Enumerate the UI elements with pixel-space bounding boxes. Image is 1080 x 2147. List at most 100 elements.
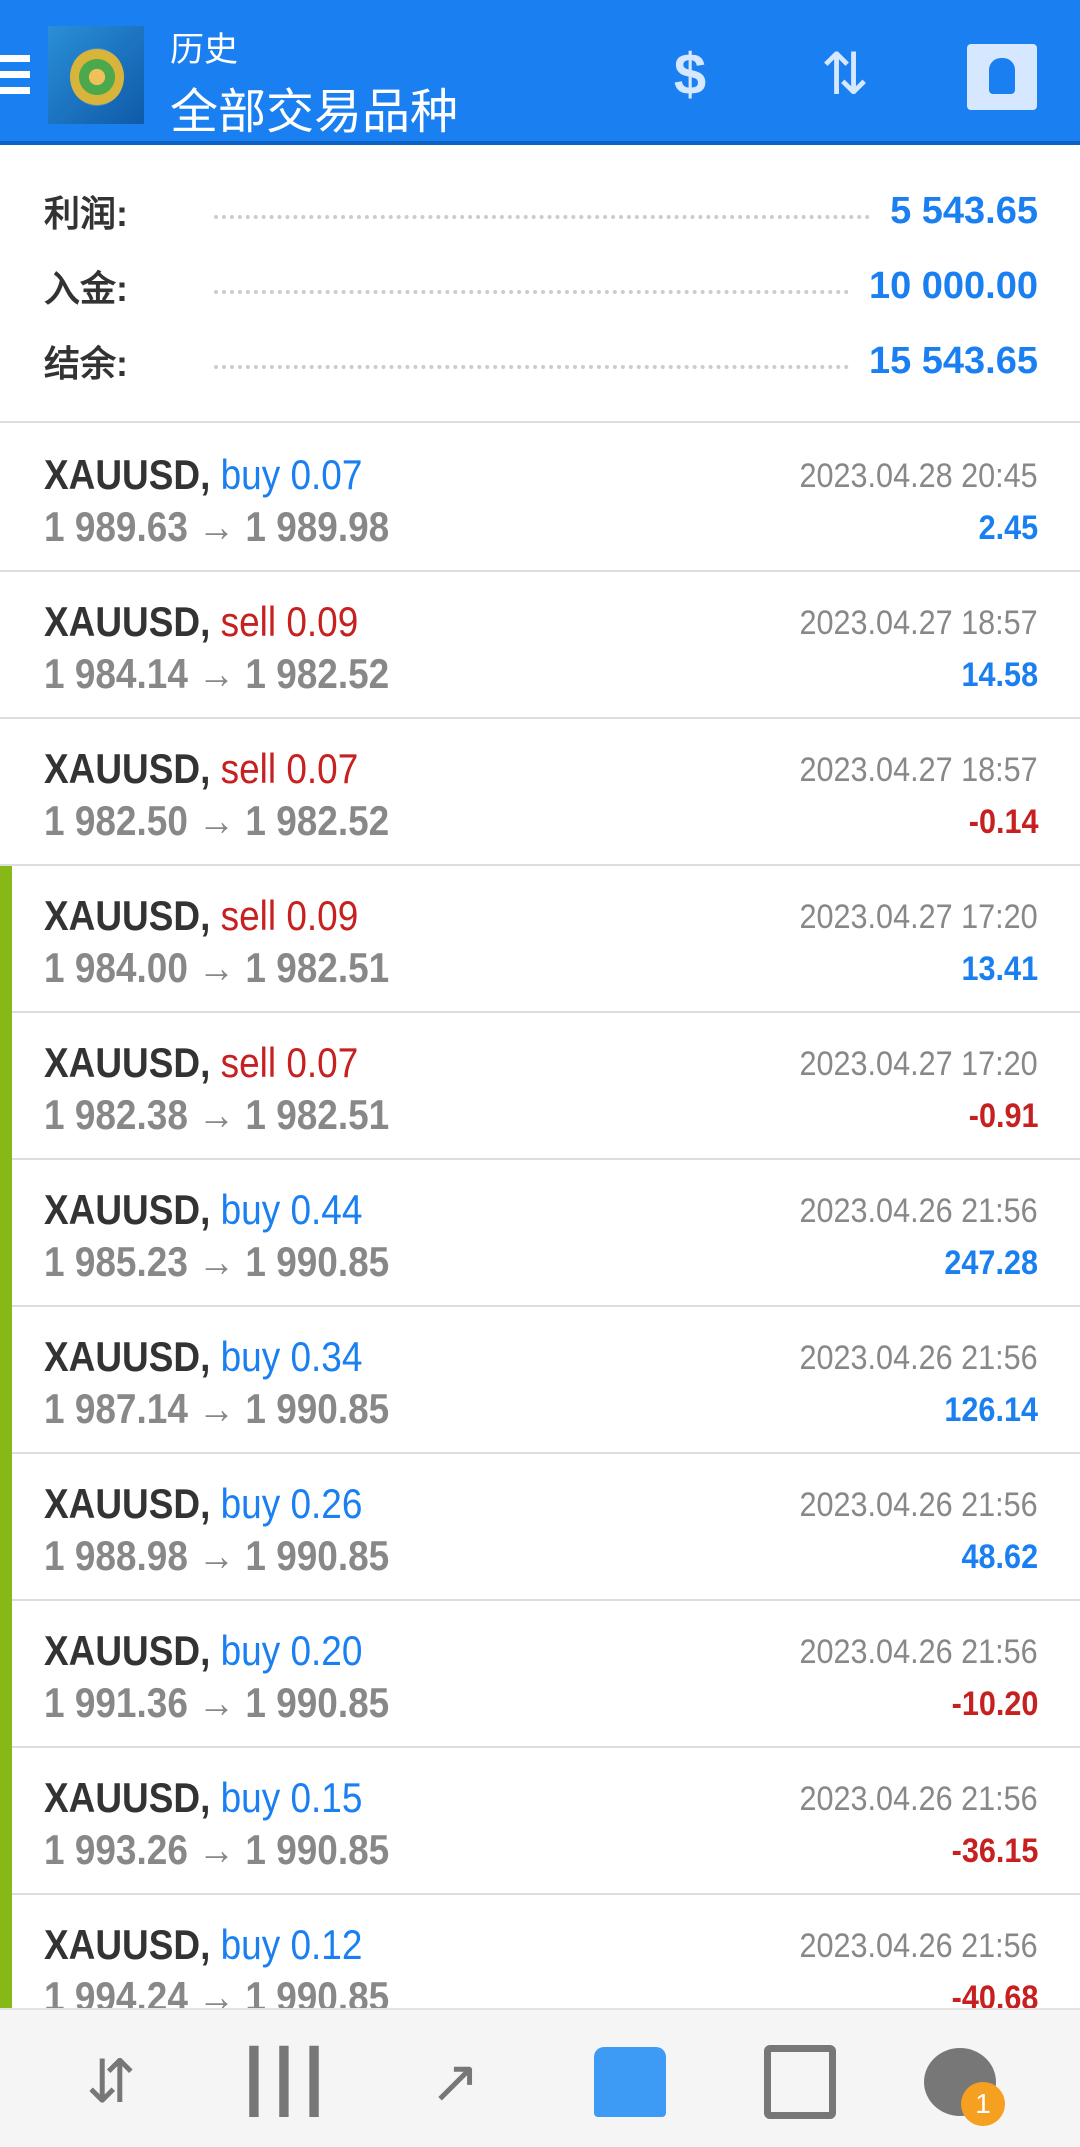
quotes-icon[interactable]: ⇵ — [85, 2048, 137, 2115]
trade-time: 2023.04.26 21:56 — [799, 1633, 1038, 1671]
calendar-user-icon[interactable] — [967, 44, 1037, 110]
trade-title: XAUUSD, buy 0.12 — [44, 1921, 362, 1969]
trade-side: buy 0.26 — [220, 1480, 363, 1527]
trade-time: 2023.04.26 21:56 — [799, 1927, 1038, 1965]
page-title: 历史 — [170, 31, 238, 69]
trade-symbol: XAUUSD, — [44, 745, 211, 792]
trade-side: sell 0.07 — [220, 745, 359, 792]
trade-prices: 1 993.26 → 1 990.85 — [44, 1826, 390, 1873]
trade-symbol: XAUUSD, — [44, 1921, 211, 1968]
trade-profit: -10.20 — [951, 1685, 1038, 1723]
trade-time: 2023.04.27 17:20 — [799, 898, 1038, 936]
trade-time: 2023.04.28 20:45 — [799, 457, 1038, 495]
trade-symbol: XAUUSD, — [44, 598, 211, 645]
trade-prices: 1 985.23 → 1 990.85 — [44, 1238, 390, 1285]
trade-prices: 1 982.50 → 1 982.52 — [44, 797, 390, 844]
trade-row[interactable]: XAUUSD, buy 0.44 1 985.23 → 1 990.85 202… — [0, 1160, 1080, 1307]
trade-time: 2023.04.26 21:56 — [799, 1339, 1038, 1377]
trade-side: buy 0.34 — [220, 1333, 363, 1380]
trade-row[interactable]: XAUUSD, buy 0.34 1 987.14 → 1 990.85 202… — [0, 1307, 1080, 1454]
trade-icon[interactable]: ↗ — [429, 2048, 481, 2115]
trade-profit: -0.91 — [968, 1097, 1038, 1135]
trade-side: buy 0.07 — [220, 451, 363, 498]
trade-profit: 48.62 — [961, 1538, 1038, 1576]
trade-prices: 1 982.38 → 1 982.51 — [44, 1091, 390, 1138]
trade-title: XAUUSD, buy 0.34 — [44, 1333, 362, 1381]
trade-side: buy 0.12 — [220, 1921, 363, 1968]
trade-row[interactable]: XAUUSD, buy 0.07 1 989.63 → 1 989.98 202… — [0, 425, 1080, 572]
trade-row[interactable]: XAUUSD, buy 0.20 1 991.36 → 1 990.85 202… — [0, 1601, 1080, 1748]
sort-icon[interactable]: ⇅ — [820, 42, 870, 107]
summary-label: 结余: — [44, 343, 128, 384]
symbol-filter[interactable]: 全部交易品种 — [170, 86, 459, 139]
trade-row[interactable]: XAUUSD, buy 0.26 1 988.98 → 1 990.85 202… — [0, 1454, 1080, 1601]
trade-side: buy 0.20 — [220, 1627, 363, 1674]
trade-profit: 14.58 — [961, 656, 1038, 694]
trade-symbol: XAUUSD, — [44, 451, 211, 498]
app-header: 历史 全部交易品种 $ ⇅ — [0, 0, 1080, 145]
trade-title: XAUUSD, sell 0.07 — [44, 1039, 358, 1087]
menu-icon[interactable] — [0, 55, 30, 103]
trade-prices: 1 991.36 → 1 990.85 — [44, 1679, 390, 1726]
trade-time: 2023.04.26 21:56 — [799, 1192, 1038, 1230]
trade-title: XAUUSD, buy 0.15 — [44, 1774, 362, 1822]
summary-value: 15 543.65 — [868, 339, 1038, 382]
trade-row[interactable]: XAUUSD, sell 0.07 1 982.38 → 1 982.51 20… — [0, 1013, 1080, 1160]
mt4-logo — [48, 26, 144, 124]
trade-time: 2023.04.26 21:56 — [799, 1780, 1038, 1818]
trade-title: XAUUSD, buy 0.44 — [44, 1186, 362, 1234]
trade-title: XAUUSD, sell 0.09 — [44, 892, 358, 940]
trade-row[interactable]: XAUUSD, sell 0.09 1 984.14 → 1 982.52 20… — [0, 572, 1080, 719]
summary-panel: 利润: 5 543.65 入金: 10 000.00 结余: 15 543.65 — [0, 145, 1080, 423]
trade-prices: 1 987.14 → 1 990.85 — [44, 1385, 390, 1432]
trade-symbol: XAUUSD, — [44, 1186, 211, 1233]
trade-profit: 126.14 — [944, 1391, 1038, 1429]
trade-prices: 1 988.98 → 1 990.85 — [44, 1532, 390, 1579]
trade-side: buy 0.15 — [220, 1774, 363, 1821]
trade-profit: -36.15 — [951, 1832, 1038, 1870]
trade-symbol: XAUUSD, — [44, 892, 211, 939]
trade-title: XAUUSD, buy 0.20 — [44, 1627, 362, 1675]
trade-profit: 247.28 — [944, 1244, 1038, 1282]
chart-icon[interactable]: ┃┃┃ — [235, 2048, 332, 2115]
trade-symbol: XAUUSD, — [44, 1333, 211, 1380]
trade-time: 2023.04.26 21:56 — [799, 1486, 1038, 1524]
trade-symbol: XAUUSD, — [44, 1774, 211, 1821]
trade-title: XAUUSD, sell 0.09 — [44, 598, 358, 646]
trade-row[interactable]: XAUUSD, sell 0.07 1 982.50 → 1 982.52 20… — [0, 719, 1080, 866]
trade-symbol: XAUUSD, — [44, 1627, 211, 1674]
trade-prices: 1 989.63 → 1 989.98 — [44, 503, 390, 550]
trade-symbol: XAUUSD, — [44, 1480, 211, 1527]
summary-profit: 利润: 5 543.65 — [44, 181, 1038, 241]
currency-exchange-icon[interactable]: $ — [673, 42, 707, 107]
trade-symbol: XAUUSD, — [44, 1039, 211, 1086]
trade-prices: 1 984.14 → 1 982.52 — [44, 650, 390, 697]
trade-prices: 1 984.00 → 1 982.51 — [44, 944, 390, 991]
summary-deposit: 入金: 10 000.00 — [44, 256, 1038, 316]
trade-side: sell 0.07 — [220, 1039, 359, 1086]
trade-side: sell 0.09 — [220, 598, 359, 645]
bottom-nav: ⇵ ┃┃┃ ↗ 1 — [0, 2008, 1080, 2147]
trade-side: sell 0.09 — [220, 892, 359, 939]
summary-value: 10 000.00 — [868, 264, 1038, 307]
trade-row[interactable]: XAUUSD, sell 0.09 1 984.00 → 1 982.51 20… — [0, 866, 1080, 1013]
trade-title: XAUUSD, sell 0.07 — [44, 745, 358, 793]
trade-profit: -0.14 — [968, 803, 1038, 841]
history-icon[interactable] — [585, 2042, 675, 2122]
trade-list: XAUUSD, buy 0.07 1 989.63 → 1 989.98 202… — [0, 425, 1080, 2042]
trade-title: XAUUSD, buy 0.26 — [44, 1480, 362, 1528]
news-icon[interactable] — [755, 2042, 845, 2122]
trade-row[interactable]: XAUUSD, buy 0.15 1 993.26 → 1 990.85 202… — [0, 1748, 1080, 1895]
summary-balance: 结余: 15 543.65 — [44, 331, 1038, 391]
trade-side: buy 0.44 — [220, 1186, 363, 1233]
trade-time: 2023.04.27 17:20 — [799, 1045, 1038, 1083]
summary-value: 5 543.65 — [890, 189, 1038, 232]
trade-title: XAUUSD, buy 0.07 — [44, 451, 362, 499]
summary-label: 利润: — [44, 193, 128, 234]
trade-profit: 2.45 — [978, 509, 1038, 547]
trade-time: 2023.04.27 18:57 — [799, 751, 1038, 789]
chat-badge: 1 — [961, 2082, 1005, 2126]
trade-time: 2023.04.27 18:57 — [799, 604, 1038, 642]
summary-label: 入金: — [44, 268, 128, 309]
chat-icon[interactable]: 1 — [915, 2042, 1005, 2126]
